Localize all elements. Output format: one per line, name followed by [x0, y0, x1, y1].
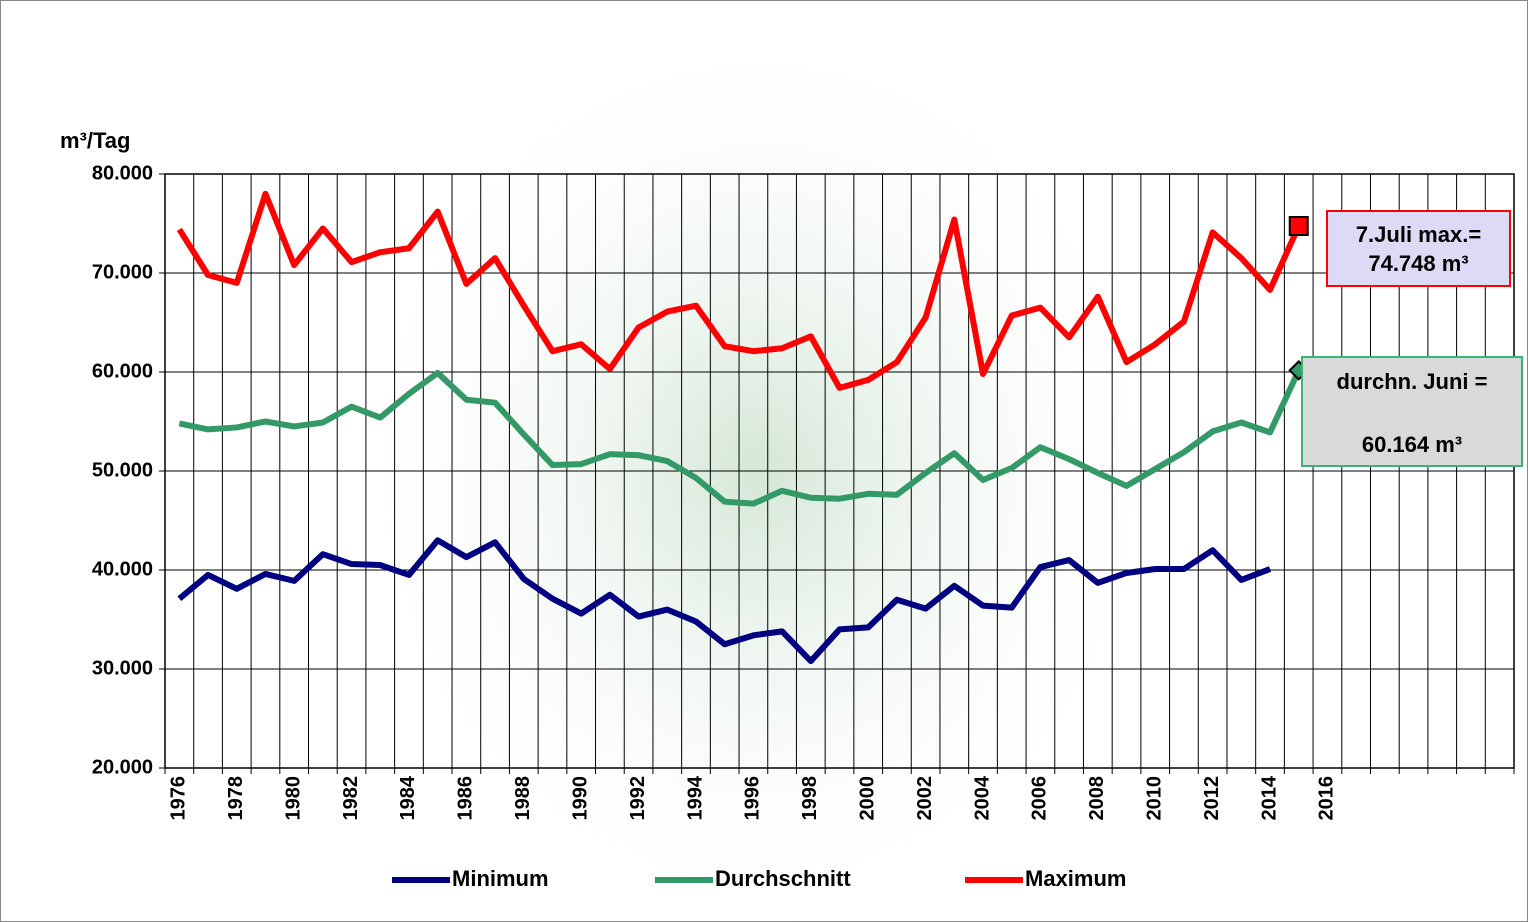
x-tick-label: 1992 — [627, 776, 649, 821]
annotation-text: 60.164 m³ — [1362, 432, 1462, 457]
y-tick-label: 80.000 — [92, 162, 153, 184]
x-tick-label: 2004 — [971, 775, 993, 820]
y-tick-label: 20.000 — [92, 756, 153, 778]
y-axis-label: m³/Tag — [60, 128, 130, 153]
x-tick-label: 1980 — [282, 776, 304, 821]
series-line — [177, 537, 1272, 665]
x-tick-label: 1984 — [397, 775, 419, 820]
x-tick-label: 2012 — [1201, 776, 1223, 821]
y-tick-label: 40.000 — [92, 558, 153, 580]
y-tick-label: 50.000 — [92, 459, 153, 481]
x-tick-label: 2006 — [1029, 776, 1051, 821]
x-tick-label: 2010 — [1144, 776, 1166, 821]
legend-label: Minimum — [452, 866, 549, 891]
x-tick-label: 1990 — [569, 776, 591, 821]
y-tick-label: 60.000 — [92, 360, 153, 382]
legend-label: Durchschnitt — [715, 866, 851, 891]
x-tick-label: 2002 — [914, 776, 936, 821]
y-tick-label: 30.000 — [92, 657, 153, 679]
watermark — [340, 10, 1180, 922]
annotation-text: 74.748 m³ — [1368, 251, 1468, 276]
annotation-box — [1326, 210, 1511, 287]
legend-label: Maximum — [1025, 866, 1126, 891]
x-tick-label: 1982 — [340, 776, 362, 821]
x-tick-label: 2008 — [1086, 776, 1108, 821]
x-tick-label: 2000 — [856, 776, 878, 821]
annotation-text: durchn. Juni = — [1337, 369, 1488, 394]
x-tick-label: 1988 — [512, 776, 534, 821]
x-tick-label: 2016 — [1316, 776, 1338, 821]
x-tick-label: 1998 — [799, 776, 821, 821]
marker-square — [1288, 215, 1309, 236]
x-tick-label: 1978 — [225, 776, 247, 821]
series-line — [176, 190, 1302, 391]
y-tick-label: 70.000 — [92, 261, 153, 283]
annotation-text: 7.Juli max.= — [1356, 222, 1481, 247]
series-line — [178, 369, 1302, 507]
annotation-box — [1301, 356, 1523, 467]
x-tick-label: 1986 — [455, 776, 477, 821]
x-tick-label: 1996 — [742, 776, 764, 821]
x-tick-label: 2014 — [1258, 775, 1280, 820]
x-tick-label: 1994 — [684, 775, 706, 820]
x-tick-label: 1976 — [168, 776, 190, 821]
